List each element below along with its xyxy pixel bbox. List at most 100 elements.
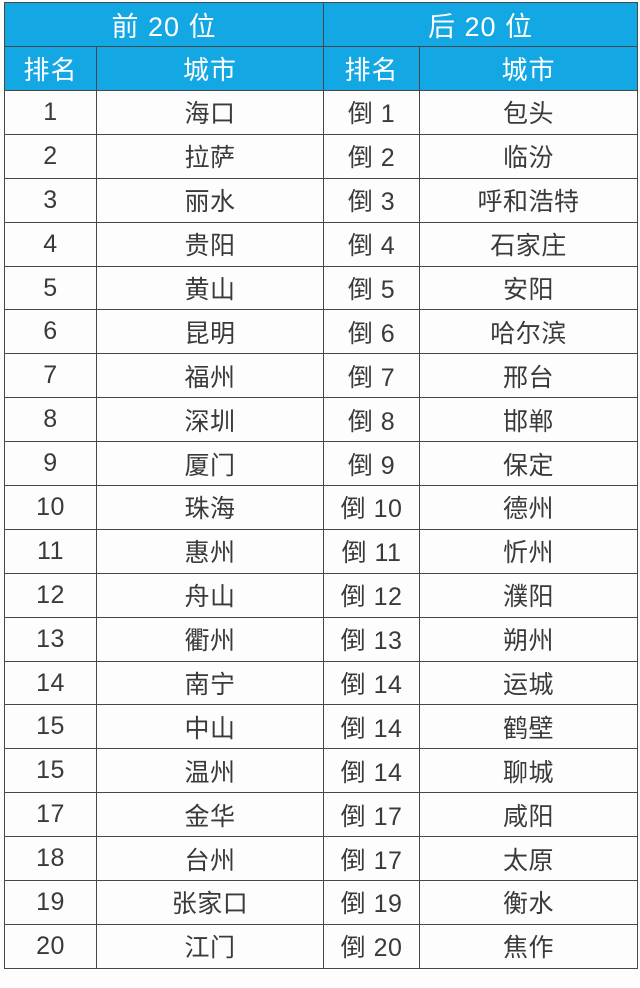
col-header-rank-left: 排名 (4, 46, 97, 91)
rank-cell: 2 (4, 133, 97, 179)
city-cell: 丽水 (95, 177, 325, 223)
table-row: 2 拉萨倒 2 临汾 (4, 133, 639, 179)
rank-cell: 倒 7 (323, 353, 421, 399)
table-body: 1 海口倒 1 包头 2 拉萨倒 2 临汾 3 丽水倒 3 呼和浩特 4 贵阳倒 4 石家庄 5 黄山倒 … (4, 90, 639, 969)
table-row: 1 海口倒 1 包头 (4, 90, 639, 135)
city-cell: 邢台 (419, 353, 639, 399)
city-cell: 厦门 (95, 441, 325, 487)
rank-cell: 8 (4, 397, 97, 443)
table-row: 11 惠州倒 11 忻州 (4, 528, 639, 574)
city-cell: 中山 (95, 704, 325, 750)
table-row: 8 深圳倒 8 邯郸 (4, 397, 639, 443)
city-cell: 拉萨 (95, 133, 325, 179)
city-cell: 呼和浩特 (419, 177, 639, 223)
city-cell: 温州 (95, 748, 325, 794)
city-cell: 衡水 (419, 880, 639, 925)
rank-cell: 倒 8 (323, 397, 421, 443)
col-header-rank-right: 排名 (323, 46, 421, 91)
rank-cell: 4 (4, 221, 97, 267)
rank-cell: 倒 14 (323, 660, 421, 706)
rank-cell: 9 (4, 441, 97, 487)
table-row: 13 衢州倒 13 朔州 (4, 616, 639, 662)
rank-cell: 15 (4, 704, 97, 750)
city-cell: 昆明 (95, 309, 325, 355)
city-cell: 德州 (419, 485, 639, 530)
table-row: 9 厦门倒 9 保定 (4, 441, 639, 487)
col-header-city-left: 城市 (95, 46, 325, 91)
col-header-city-right: 城市 (419, 46, 639, 91)
city-cell: 金华 (95, 792, 325, 838)
city-cell: 朔州 (419, 616, 639, 662)
city-cell: 鹤壁 (419, 704, 639, 750)
city-ranking-table: 前 20 位 后 20 位 排名 城市 排名 城市 1 海口倒 1 包头 2 拉萨倒 2… (3, 2, 639, 969)
city-cell: 江门 (95, 923, 325, 969)
rank-cell: 倒 10 (323, 485, 421, 530)
city-cell: 焦作 (419, 923, 639, 969)
table-row: 6 昆明倒 6 哈尔滨 (4, 309, 639, 355)
table-row: 4 贵阳倒 4 石家庄 (4, 221, 639, 267)
rank-cell: 6 (4, 309, 97, 355)
rank-cell: 倒 17 (323, 792, 421, 838)
rank-cell: 倒 20 (323, 923, 421, 969)
rank-cell: 倒 14 (323, 748, 421, 794)
table-header: 前 20 位 后 20 位 排名 城市 排名 城市 (3, 2, 639, 91)
table-row: 17 金华倒 17 咸阳 (4, 792, 639, 838)
rank-cell: 倒 11 (323, 528, 421, 574)
rank-cell: 20 (4, 923, 97, 969)
city-cell: 临汾 (419, 133, 639, 179)
city-cell: 舟山 (95, 572, 325, 618)
city-cell: 保定 (419, 441, 639, 487)
city-cell: 南宁 (95, 660, 325, 706)
city-cell: 咸阳 (419, 792, 639, 838)
city-cell: 贵阳 (95, 221, 325, 267)
group-header-bottom20: 后 20 位 (323, 2, 639, 47)
rank-cell: 倒 9 (323, 441, 421, 487)
city-cell: 珠海 (95, 485, 325, 530)
table-row: 15 温州倒 14 聊城 (4, 748, 639, 794)
rank-cell: 倒 5 (323, 265, 421, 311)
group-header-top20: 前 20 位 (3, 2, 325, 47)
table-row: 18 台州倒 17 太原 (4, 836, 639, 882)
city-cell: 包头 (419, 90, 639, 135)
city-cell: 安阳 (419, 265, 639, 311)
city-cell: 濮阳 (419, 572, 639, 618)
rank-cell: 5 (4, 265, 97, 311)
rank-cell: 倒 3 (323, 177, 421, 223)
table-row: 7 福州倒 7 邢台 (4, 353, 639, 399)
city-cell: 运城 (419, 660, 639, 706)
rank-cell: 倒 13 (323, 616, 421, 662)
rank-cell: 14 (4, 660, 97, 706)
group-header-row: 前 20 位 后 20 位 (3, 2, 639, 47)
rank-cell: 倒 19 (323, 880, 421, 925)
column-header-row: 排名 城市 排名 城市 (4, 46, 639, 91)
city-cell: 聊城 (419, 748, 639, 794)
city-cell: 台州 (95, 836, 325, 882)
rank-cell: 倒 6 (323, 309, 421, 355)
rank-cell: 18 (4, 836, 97, 882)
rank-cell: 13 (4, 616, 97, 662)
city-cell: 惠州 (95, 528, 325, 574)
rank-cell: 1 (4, 90, 97, 135)
rank-cell: 倒 14 (323, 704, 421, 750)
rank-cell: 倒 1 (323, 90, 421, 135)
rank-cell: 10 (4, 485, 97, 530)
city-cell: 哈尔滨 (419, 309, 639, 355)
table-row: 15 中山倒 14 鹤壁 (4, 704, 639, 750)
rank-cell: 3 (4, 177, 97, 223)
city-cell: 太原 (419, 836, 639, 882)
table-row: 12 舟山倒 12 濮阳 (4, 572, 639, 618)
city-cell: 衢州 (95, 616, 325, 662)
city-cell: 黄山 (95, 265, 325, 311)
rank-cell: 倒 4 (323, 221, 421, 267)
table-row: 20 江门倒 20 焦作 (4, 923, 639, 969)
table-row: 5 黄山倒 5 安阳 (4, 265, 639, 311)
rank-cell: 倒 12 (323, 572, 421, 618)
table-row: 19 张家口倒 19 衡水 (4, 880, 639, 925)
rank-cell: 倒 17 (323, 836, 421, 882)
city-cell: 忻州 (419, 528, 639, 574)
city-cell: 海口 (95, 90, 325, 135)
rank-cell: 17 (4, 792, 97, 838)
city-cell: 福州 (95, 353, 325, 399)
rank-cell: 倒 2 (323, 133, 421, 179)
rank-cell: 19 (4, 880, 97, 925)
